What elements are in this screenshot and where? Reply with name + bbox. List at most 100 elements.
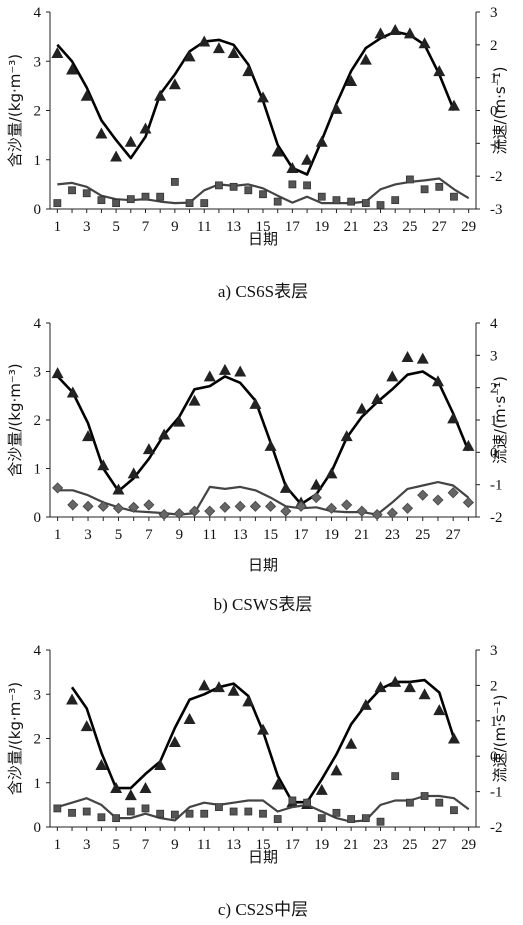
sediment-point bbox=[188, 505, 201, 517]
sediment-point bbox=[317, 814, 326, 823]
sediment-point bbox=[401, 502, 414, 514]
sediment-point bbox=[170, 810, 179, 819]
sediment-point bbox=[435, 798, 444, 807]
sediment-line bbox=[57, 177, 470, 205]
sediment-point bbox=[68, 808, 76, 817]
velocity-point bbox=[433, 65, 446, 77]
velocity-point bbox=[315, 135, 328, 147]
right-tick-label: 1 bbox=[490, 413, 498, 429]
velocity-point bbox=[158, 428, 171, 440]
velocity-point bbox=[51, 367, 64, 379]
right-tick-label: 1 bbox=[490, 71, 498, 87]
sediment-point bbox=[288, 180, 297, 189]
left-tick-label: 2 bbox=[34, 413, 42, 429]
x-tick-label: 29 bbox=[461, 219, 476, 235]
velocity-point bbox=[227, 684, 240, 696]
velocity-point bbox=[374, 27, 387, 39]
right-tick-label: -2 bbox=[490, 510, 503, 526]
velocity-point bbox=[142, 443, 155, 455]
sediment-point bbox=[361, 814, 370, 823]
left-tick-label: 4 bbox=[34, 643, 42, 659]
sediment-point bbox=[288, 796, 297, 805]
velocity-point bbox=[51, 47, 64, 59]
x-tick-label: 3 bbox=[83, 219, 91, 235]
velocity-point bbox=[433, 704, 446, 716]
sediment-point bbox=[405, 798, 414, 807]
velocity-point bbox=[418, 37, 431, 49]
velocity-point bbox=[139, 122, 152, 134]
panel-caption: b) CSWS表层 bbox=[214, 595, 313, 614]
sediment-point bbox=[432, 494, 444, 506]
sediment-point bbox=[303, 181, 311, 190]
velocity-point bbox=[330, 102, 343, 114]
sediment-point bbox=[219, 501, 231, 513]
right-tick-label: -2 bbox=[490, 820, 503, 836]
sediment-point bbox=[347, 815, 356, 823]
sediment-point bbox=[97, 813, 106, 822]
velocity-point bbox=[310, 478, 323, 490]
right-tick-label: 0 bbox=[490, 445, 498, 461]
x-tick-label: 9 bbox=[176, 527, 184, 543]
right-tick-label: -1 bbox=[490, 785, 503, 801]
velocity-point bbox=[359, 53, 372, 65]
sediment-point bbox=[376, 817, 385, 826]
x-tick-label: 21 bbox=[344, 837, 359, 853]
sediment-point bbox=[273, 815, 282, 823]
velocity-point bbox=[325, 467, 338, 479]
sediment-point bbox=[317, 192, 326, 201]
sediment-point bbox=[229, 807, 238, 816]
x-tick-label: 29 bbox=[461, 837, 476, 853]
x-tick-label: 17 bbox=[285, 219, 301, 235]
sediment-point bbox=[386, 507, 398, 519]
x-tick-label: 19 bbox=[324, 527, 339, 543]
velocity-point bbox=[188, 394, 201, 406]
velocity-point bbox=[271, 145, 284, 157]
sediment-point bbox=[417, 489, 429, 501]
x-axis-title: 日期 bbox=[248, 848, 278, 866]
velocity-point bbox=[340, 430, 353, 442]
x-tick-label: 5 bbox=[112, 219, 120, 235]
velocity-point bbox=[447, 412, 460, 424]
sediment-point bbox=[234, 500, 246, 512]
right-tick-label: 3 bbox=[490, 5, 498, 21]
sediment-point bbox=[347, 197, 356, 206]
velocity-point bbox=[97, 459, 110, 471]
velocity-point bbox=[80, 720, 93, 732]
velocity-point bbox=[234, 365, 247, 377]
sediment-point bbox=[405, 175, 414, 184]
right-tick-label: 4 bbox=[490, 316, 498, 332]
velocity-point bbox=[279, 481, 292, 493]
velocity-point bbox=[345, 737, 358, 749]
right-tick-label: 0 bbox=[490, 104, 498, 120]
right-tick-label: -1 bbox=[490, 136, 503, 152]
x-tick-label: 23 bbox=[373, 837, 388, 853]
sediment-point bbox=[173, 508, 185, 520]
sediment-point bbox=[332, 196, 341, 205]
x-tick-label: 13 bbox=[226, 219, 241, 235]
sediment-point bbox=[53, 804, 62, 813]
sediment-point bbox=[141, 804, 150, 813]
sediment-point bbox=[244, 807, 253, 816]
velocity-point bbox=[374, 681, 387, 693]
velocity-point bbox=[447, 732, 460, 744]
right-tick-label: 3 bbox=[490, 348, 498, 364]
velocity-point bbox=[112, 483, 125, 495]
sediment-point bbox=[170, 178, 179, 186]
x-tick-label: 19 bbox=[314, 837, 329, 853]
x-tick-label: 27 bbox=[432, 837, 448, 853]
velocity-point bbox=[124, 789, 137, 801]
sediment-point bbox=[112, 814, 121, 823]
velocity-point bbox=[127, 467, 140, 479]
velocity-point bbox=[212, 42, 225, 54]
right-tick-label: 2 bbox=[490, 38, 498, 54]
sediment-point bbox=[332, 808, 341, 817]
velocity-point bbox=[330, 764, 343, 776]
velocity-point bbox=[386, 370, 399, 382]
velocity-point bbox=[462, 439, 475, 451]
velocity-point bbox=[218, 363, 231, 375]
velocity-point bbox=[139, 782, 152, 794]
velocity-line bbox=[56, 370, 470, 506]
velocity-line bbox=[56, 30, 456, 176]
